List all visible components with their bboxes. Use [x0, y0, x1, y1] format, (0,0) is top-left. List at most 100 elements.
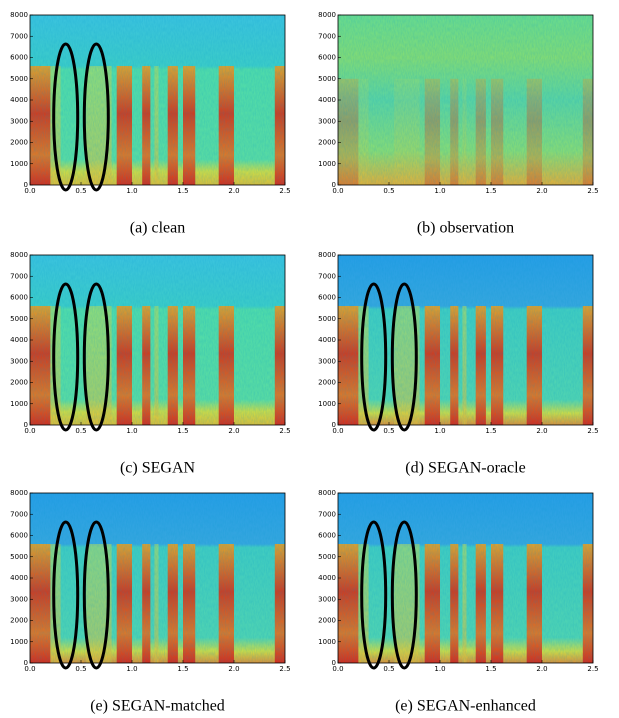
- y-tick-label: 2000: [318, 617, 336, 625]
- y-tick-label: 3000: [10, 595, 28, 603]
- y-tick-label: 6000: [318, 532, 336, 540]
- spectrogram-texture: [338, 493, 593, 663]
- spectrogram-image: [30, 15, 285, 185]
- y-tick-label: 6000: [318, 54, 336, 62]
- y-tick-label: 5000: [10, 315, 28, 323]
- y-tick-label: 0: [332, 659, 336, 667]
- y-tick-label: 8000: [10, 251, 28, 259]
- panel: 0 1000 2000 3000 4000 5000 6000 7000 8000 0.0 0.5 1…: [10, 489, 290, 715]
- y-tick-label: 6000: [10, 532, 28, 540]
- x-tick-label: 0.5: [75, 187, 86, 195]
- panel: 0 1000 2000 3000 4000 5000 6000 7000 8000 0.0 0.5 1…: [318, 251, 598, 477]
- x-tick-label: 2.0: [228, 427, 239, 435]
- y-tick-label: 7000: [10, 32, 28, 40]
- x-tick-label: 2.0: [228, 665, 239, 673]
- x-tick-label: 0.5: [75, 427, 86, 435]
- y-tick-label: 1000: [318, 160, 336, 168]
- x-tick-label: 2.5: [279, 187, 290, 195]
- x-tick-label: 1.5: [485, 427, 496, 435]
- x-tick-label: 2.0: [536, 427, 547, 435]
- spectrogram-image: [30, 255, 285, 425]
- spectrogram-image: [338, 255, 593, 425]
- x-tick-label: 0.5: [383, 187, 394, 195]
- y-tick-label: 4000: [10, 574, 28, 582]
- y-tick-label: 4000: [318, 336, 336, 344]
- y-tick-label: 5000: [10, 75, 28, 83]
- y-tick-label: 3000: [10, 117, 28, 125]
- x-tick-label: 1.5: [177, 665, 188, 673]
- highlight-ellipse: [52, 520, 80, 670]
- x-tick-label: 2.5: [587, 187, 598, 195]
- spectrogram-image: [30, 493, 285, 663]
- highlight-ellipse: [82, 42, 110, 192]
- y-tick-label: 2000: [10, 139, 28, 147]
- highlight-ellipse: [82, 282, 110, 432]
- x-tick-label: 0.0: [332, 187, 343, 195]
- y-tick-label: 1000: [10, 400, 28, 408]
- y-tick-label: 1000: [10, 638, 28, 646]
- x-tick-label: 1.5: [177, 187, 188, 195]
- panel: 0 1000 2000 3000 4000 5000 6000 7000 8000 0.0 0.5 1…: [318, 489, 598, 715]
- x-tick-label: 2.0: [228, 187, 239, 195]
- x-tick-label: 0.5: [383, 665, 394, 673]
- x-tick-label: 0.0: [332, 665, 343, 673]
- highlight-ellipse: [82, 520, 110, 670]
- x-tick-label: 1.0: [434, 665, 445, 673]
- y-tick-label: 1000: [318, 638, 336, 646]
- y-tick-label: 5000: [10, 553, 28, 561]
- y-tick-label: 3000: [318, 117, 336, 125]
- highlight-ellipse: [390, 282, 418, 432]
- caption: (e) SEGAN-matched: [90, 698, 225, 715]
- y-tick-label: 2000: [318, 379, 336, 387]
- highlight-ellipse: [52, 42, 80, 192]
- x-tick-label: 1.5: [177, 427, 188, 435]
- highlight-ellipse: [52, 282, 80, 432]
- x-tick-label: 2.5: [279, 427, 290, 435]
- x-tick-label: 1.0: [434, 427, 445, 435]
- y-tick-label: 1000: [10, 160, 28, 168]
- y-tick-label: 8000: [318, 489, 336, 497]
- highlight-ellipse: [360, 282, 388, 432]
- y-tick-label: 0: [24, 659, 28, 667]
- x-tick-label: 0.0: [24, 187, 35, 195]
- y-tick-label: 6000: [318, 294, 336, 302]
- x-tick-label: 0.5: [75, 665, 86, 673]
- spectrogram-image: [338, 15, 593, 185]
- y-tick-label: 4000: [318, 96, 336, 104]
- spectrogram-image: [338, 493, 593, 663]
- y-tick-label: 7000: [318, 32, 336, 40]
- y-tick-label: 8000: [318, 251, 336, 259]
- highlight-ellipse: [390, 520, 418, 670]
- x-tick-label: 2.0: [536, 187, 547, 195]
- highlight-ellipse: [360, 520, 388, 670]
- x-tick-label: 2.5: [279, 665, 290, 673]
- y-tick-label: 4000: [318, 574, 336, 582]
- x-tick-label: 1.0: [126, 187, 137, 195]
- y-tick-label: 1000: [318, 400, 336, 408]
- y-tick-label: 6000: [10, 54, 28, 62]
- x-tick-label: 1.0: [126, 427, 137, 435]
- x-tick-label: 2.5: [587, 665, 598, 673]
- panel: 0 1000 2000 3000 4000 5000 6000 7000 8000 0.0 0.5 1…: [10, 11, 290, 237]
- caption: (d) SEGAN-oracle: [405, 460, 525, 477]
- y-tick-label: 7000: [10, 510, 28, 518]
- y-tick-label: 0: [332, 181, 336, 189]
- y-tick-label: 8000: [10, 489, 28, 497]
- y-tick-label: 6000: [10, 294, 28, 302]
- caption: (a) clean: [130, 220, 186, 237]
- spectrogram-texture: [30, 493, 285, 663]
- y-tick-label: 5000: [318, 315, 336, 323]
- y-tick-label: 2000: [318, 139, 336, 147]
- caption: (b) observation: [417, 220, 514, 237]
- caption: (c) SEGAN: [120, 460, 196, 477]
- panel: 0 1000 2000 3000 4000 5000 6000 7000 8000 0.0 0.5 1…: [318, 11, 598, 237]
- panel: 0 1000 2000 3000 4000 5000 6000 7000 8000 0.0 0.5 1…: [10, 251, 290, 477]
- y-tick-label: 8000: [10, 11, 28, 19]
- y-tick-label: 4000: [10, 336, 28, 344]
- x-tick-label: 0.5: [383, 427, 394, 435]
- x-tick-label: 0.0: [24, 665, 35, 673]
- x-tick-label: 1.5: [485, 665, 496, 673]
- x-tick-label: 2.0: [536, 665, 547, 673]
- x-tick-label: 1.5: [485, 187, 496, 195]
